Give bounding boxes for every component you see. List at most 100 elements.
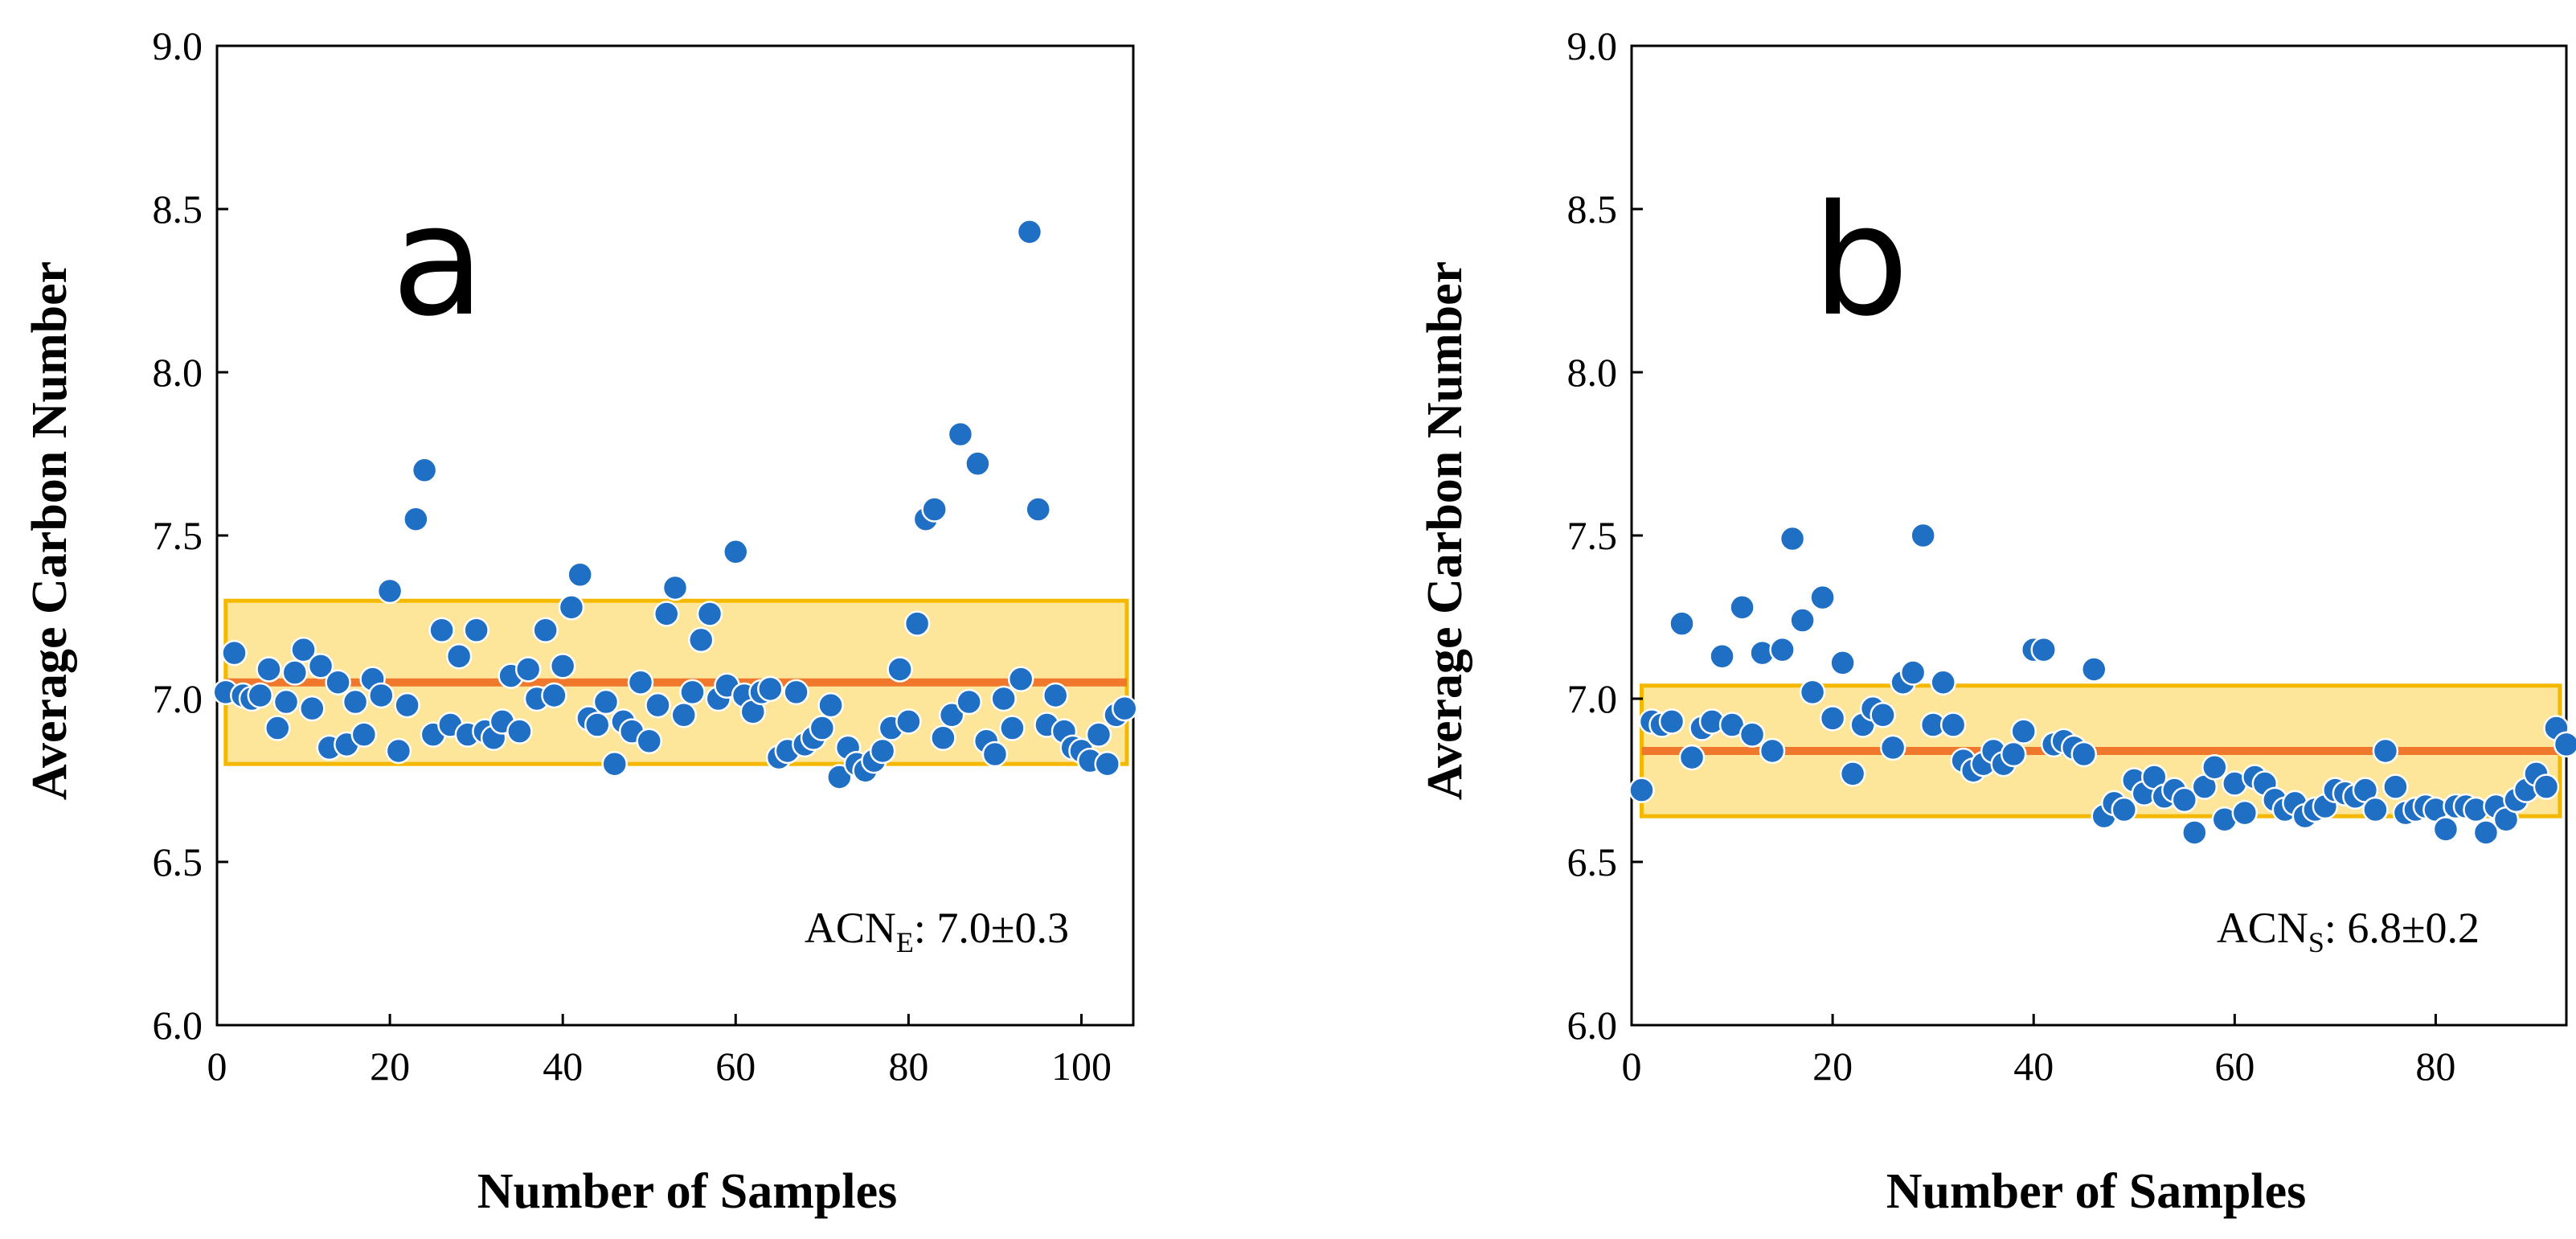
panel-b-x-tick-label: 20: [1812, 1044, 1853, 1089]
panel-b: 6.0 6.5 7.0 7.5 8.0 8.5 9.0 0 20 40 60 80 b Average…: [1418, 23, 2576, 1219]
panel-b-data-point: [2432, 816, 2459, 843]
panel-a-data-point: [869, 737, 896, 765]
panel-b-data-point: [2372, 737, 2399, 765]
panel-b-data-point: [2030, 636, 2057, 663]
panel-b-acn-value: : 6.8±0.2: [2324, 904, 2480, 952]
panel-a-data-point: [653, 601, 680, 627]
panel-a-data-point: [342, 688, 369, 716]
panel-a-x-tick-label: 80: [888, 1044, 928, 1089]
panel-b-plot-frame: [1630, 44, 2568, 1027]
panel-b-data-point: [2231, 799, 2259, 827]
panel-a-data-point: [636, 728, 662, 755]
panel-a-data-point: [947, 421, 974, 448]
panel-b-data-point: [2201, 754, 2228, 781]
panel-b-y-tick-label: 8.5: [1567, 187, 1618, 232]
panel-a-x-tick-label: 60: [715, 1044, 756, 1089]
panel-b-data-point: [1829, 650, 1856, 676]
panel-b-data-point: [1899, 659, 1927, 686]
panel-b-x-axis-title: Number of Samples: [1886, 1164, 2306, 1219]
panel-a-data-point: [256, 656, 282, 683]
panel-a-data-point: [1094, 750, 1120, 777]
panel-b-x-tick-label: 80: [2415, 1044, 2455, 1089]
panel-a-data-point: [670, 702, 698, 728]
panel-b-data-point: [1809, 584, 1836, 611]
panel-a-data-point: [938, 702, 965, 728]
panel-a-data-point: [221, 639, 248, 667]
panel-a-data-point: [1025, 496, 1051, 523]
panel-a-data-point: [325, 669, 351, 695]
panel-a-data-point: [549, 653, 576, 679]
panel-a-data-point: [445, 642, 473, 670]
panel-b-y-tick-label: 8.0: [1567, 350, 1618, 395]
panel-a-data-point: [1111, 695, 1138, 722]
panel-a-data-point: [403, 506, 429, 532]
panel-b-points: [1628, 522, 2576, 846]
panel-b-x-tick-label: 60: [2214, 1044, 2255, 1089]
panel-b-letter: b: [1812, 172, 1910, 350]
panel-b-data-point: [2553, 731, 2576, 758]
panel-b-data-point: [2382, 773, 2409, 800]
panel-a-data-point: [1007, 666, 1034, 692]
panel-a-data-point: [567, 561, 593, 588]
panel-a-data-point: [981, 741, 1009, 768]
panel-b-x-tick-label: 0: [1622, 1044, 1642, 1089]
panel-a-data-point: [506, 718, 533, 745]
panel-b-data-point: [1879, 734, 1906, 761]
panel-a-data-point: [601, 750, 628, 777]
panel-a-data-point: [376, 577, 403, 605]
panel-b-acn-annotation: ACNS: 6.8±0.2: [2217, 904, 2480, 958]
panel-a-y-tick-label: 7.0: [153, 676, 203, 721]
panel-b-data-point: [1669, 610, 1695, 637]
panel-a-data-point: [290, 636, 317, 663]
panel-b-data-point: [1870, 702, 1896, 728]
panel-a-y-tick-label: 6.0: [153, 1003, 203, 1048]
panel-a-data-point: [463, 617, 489, 643]
panel-a-data-point: [514, 656, 542, 683]
panel-a-data-point: [921, 496, 948, 523]
panel-a-data-point: [990, 685, 1017, 712]
panel-b-acn-sub: S: [2308, 926, 2324, 958]
panel-a-data-point: [368, 682, 395, 709]
panel-a-data-point: [394, 691, 420, 719]
panel-b-data-point: [1738, 721, 1766, 748]
panel-a-data-point: [809, 715, 836, 741]
panel-a-data-point: [783, 679, 809, 706]
panel-a-acn-main: ACN: [805, 904, 896, 952]
panel-a-data-point: [592, 688, 620, 716]
panel-b-y-tick-label: 7.0: [1567, 676, 1618, 721]
panel-a-data-point: [350, 721, 378, 748]
panel-b-x-tick-label: 40: [2013, 1044, 2054, 1089]
panel-a-data-point: [428, 617, 455, 643]
panel-b-data-point: [2070, 741, 2097, 768]
panel-a-data-point: [956, 688, 982, 716]
panel-b-data-point: [1628, 777, 1655, 803]
panel-b-y-tick-label: 6.5: [1567, 839, 1618, 884]
panel-b-data-point: [1709, 642, 1735, 670]
panel-a-y-tick-label: 8.5: [153, 187, 203, 232]
panel-a-data-point: [584, 712, 611, 738]
panel-a-data-point: [627, 669, 654, 695]
panel-b-data-point: [1779, 525, 1806, 552]
panel-a: 6.0 6.5 7.0 7.5 8.0 8.5 9.0 0 20 40 60 80 100 a Aver…: [23, 23, 1138, 1219]
panel-b-data-point: [1839, 761, 1866, 787]
panel-b-data-point: [1939, 712, 1967, 738]
panel-a-data-point: [661, 574, 689, 601]
panel-a-data-point: [532, 617, 559, 643]
panel-b-data-point: [1930, 669, 1956, 695]
panel-b-data-point: [1910, 522, 1936, 549]
panel-b-data-point: [1769, 636, 1796, 663]
panel-a-y-tick-label: 8.0: [153, 350, 203, 395]
panel-b-data-point: [2010, 718, 2037, 745]
panel-a-data-point: [541, 682, 567, 709]
panel-b-data-point: [1819, 705, 1846, 732]
panel-a-data-point: [1042, 682, 1069, 709]
panel-a-data-point: [999, 715, 1026, 741]
panel-a-data-point: [307, 653, 334, 679]
panel-b-data-point: [2362, 796, 2389, 823]
panel-b-data-point: [2171, 786, 2198, 814]
panel-b-y-axis-title: Average Carbon Number: [1418, 261, 1472, 800]
panel-a-data-point: [558, 594, 585, 621]
panel-a-data-point: [826, 764, 853, 790]
panel-b-data-point: [2080, 656, 2107, 683]
